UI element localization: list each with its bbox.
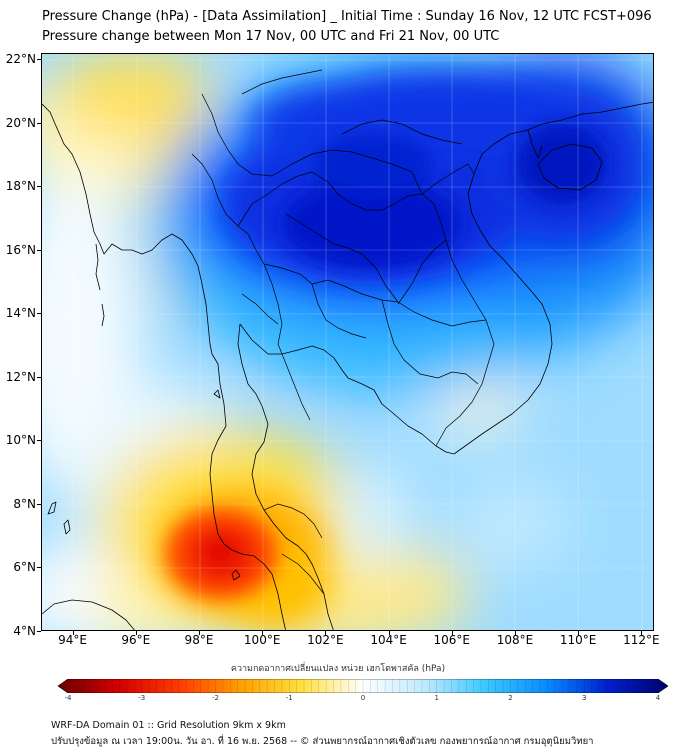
lon-label: 98°E <box>184 633 214 647</box>
lon-label: 108°E <box>496 633 534 647</box>
lon-label: 112°E <box>623 633 660 647</box>
lat-label: 22°N <box>5 52 36 67</box>
colorbar-tick-label: 1 <box>434 694 439 702</box>
lat-tick <box>37 567 41 569</box>
graticule <box>42 54 653 630</box>
lat-label: 10°N <box>5 433 36 448</box>
lat-label: 6°N <box>13 560 36 575</box>
lon-tick <box>451 631 453 635</box>
lon-label: 106°E <box>433 633 471 647</box>
lon-tick <box>72 631 74 635</box>
lon-tick <box>578 631 580 635</box>
lon-label: 102°E <box>307 633 344 647</box>
lon-label: 104°E <box>370 633 407 647</box>
lat-label: 4°N <box>13 624 36 638</box>
lat-tick <box>37 313 41 315</box>
lon-tick <box>262 631 264 635</box>
colorbar <box>58 679 668 693</box>
lat-label: 8°N <box>13 496 36 511</box>
lon-label: 110°E <box>559 633 597 647</box>
borders <box>191 69 495 595</box>
lat-label: 16°N <box>5 242 36 257</box>
lat-tick <box>37 631 41 632</box>
colorbar-tick-label: -1 <box>285 694 293 702</box>
lon-tick <box>388 631 390 635</box>
lat-tick <box>37 503 41 505</box>
colorbar-tick-label: 2 <box>508 694 513 702</box>
colorbar-tick-label: 4 <box>655 694 661 702</box>
lon-label: 94°E <box>58 633 88 647</box>
lat-tick <box>37 122 41 124</box>
lon-tick <box>325 631 327 635</box>
lat-tick <box>37 249 41 251</box>
lat-label: 20°N <box>5 115 36 130</box>
lat-tick <box>37 440 41 442</box>
map-title: Pressure Change (hPa) - [Data Assimilati… <box>42 9 652 24</box>
coastlines <box>42 101 653 630</box>
colorbar-tick-label: 0 <box>360 694 366 702</box>
lat-tick <box>37 59 41 61</box>
lon-tick <box>641 631 643 635</box>
lat-tick <box>37 376 41 378</box>
pressure-change-map <box>42 54 653 630</box>
lon-tick <box>135 631 137 635</box>
colorbar-tick-label: -3 <box>138 694 146 702</box>
lon-label: 100°E <box>243 633 281 647</box>
colorbar-gradient <box>58 679 668 693</box>
footer-model-info: WRF-DA Domain 01 :: Grid Resolution 9km … <box>51 720 286 731</box>
colorbar-tick-label: -4 <box>64 694 72 702</box>
lat-label: 12°N <box>5 369 36 384</box>
lat-label: 18°N <box>5 179 36 194</box>
lon-label: 96°E <box>121 633 151 647</box>
colorbar-label: ความกดอากาศเปลี่ยนแปลง หน่วย เฮกโตพาสคัล… <box>230 664 446 674</box>
lat-label: 14°N <box>5 306 36 321</box>
map-subtitle: Pressure change between Mon 17 Nov, 00 U… <box>42 29 500 44</box>
colorbar-tick-label: -2 <box>212 694 219 702</box>
lon-tick <box>514 631 516 635</box>
lat-tick <box>37 186 41 188</box>
footer-update-info: ปรับปรุงข้อมูล ณ เวลา 19:00น. วัน อา. ที… <box>51 736 594 747</box>
lon-tick <box>198 631 200 635</box>
map-panel[interactable] <box>41 53 654 631</box>
colorbar-tick-label: 3 <box>582 694 587 702</box>
